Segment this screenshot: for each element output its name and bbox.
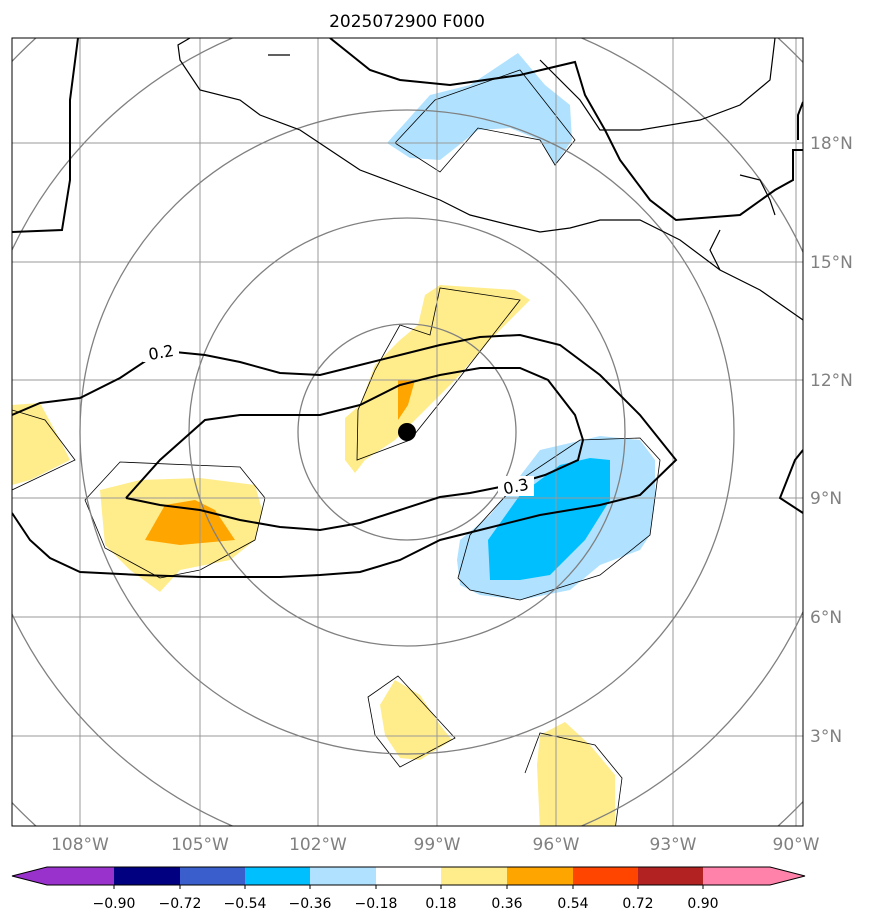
shade-light-blue-north [387, 53, 572, 165]
shade-yellow-edge [12, 403, 70, 485]
colorbar [11, 866, 806, 889]
lon-labels: 108°W 105°W 102°W 99°W 96°W 93°W 90°W [51, 835, 820, 855]
colorbar-segment [703, 867, 805, 885]
shade-yellow-south2 [537, 722, 615, 826]
colorbar-segment [12, 867, 114, 885]
lat-label: 3°N [810, 727, 842, 747]
lon-label: 105°W [171, 835, 229, 855]
colorbar-outline [11, 866, 806, 886]
lat-label: 6°N [810, 608, 842, 628]
colorbar-segment [310, 867, 376, 885]
colorbar-labels: −0.90 −0.72 −0.54 −0.36 −0.18 0.18 0.36 … [93, 896, 719, 912]
colorbar-label: −0.90 [93, 896, 136, 912]
map-title: 2025072900 F000 [329, 12, 485, 32]
colorbar-segment [114, 867, 180, 885]
map-frame [11, 37, 804, 827]
colorbar-segment [573, 867, 638, 885]
lon-label: 93°W [650, 835, 697, 855]
shade-orange-center [398, 380, 415, 420]
colorbar-label: 0.54 [557, 896, 588, 912]
borders [12, 38, 803, 514]
colorbar-label: 0.90 [687, 896, 718, 912]
storm-center-marker [398, 423, 416, 441]
shade-blue-se [488, 458, 610, 580]
contour-label-bg [498, 476, 534, 496]
colorbar-label: 0.72 [622, 896, 653, 912]
lat-label: 9°N [810, 489, 842, 509]
colorbar-segment [638, 867, 703, 885]
contour-0.2 [12, 333, 678, 578]
lat-labels: 18°N 15°N 12°N 9°N 6°N 3°N [810, 134, 853, 747]
shaded-field [12, 53, 655, 826]
colorbar-label: −0.36 [289, 896, 332, 912]
colorbar-label: 0.36 [491, 896, 522, 912]
lon-label: 99°W [414, 835, 461, 855]
lat-label: 18°N [810, 134, 853, 154]
colorbar-label: −0.18 [355, 896, 398, 912]
lon-label: 102°W [289, 835, 347, 855]
contour-label-bg [143, 340, 179, 362]
contour-label-0.3: 0.3 [501, 475, 530, 499]
contour-label-0.2: 0.2 [147, 341, 175, 364]
colorbar-segment [245, 867, 310, 885]
colorbar-segment [180, 867, 245, 885]
colorbar-segment [507, 867, 573, 885]
colorbar-segment [376, 867, 441, 885]
contour-0.3 [125, 367, 585, 532]
lat-label: 15°N [810, 253, 853, 273]
colorbar-label: −0.54 [224, 896, 267, 912]
colorbar-label: 0.18 [425, 896, 456, 912]
colorbar-segment [441, 867, 507, 885]
coastlines [177, 38, 803, 321]
lat-label: 12°N [810, 371, 853, 391]
lon-label: 96°W [533, 835, 580, 855]
thick-contours [12, 333, 678, 578]
lon-label: 108°W [51, 835, 109, 855]
shade-yellow-south [380, 680, 452, 760]
lon-label: 90°W [773, 835, 820, 855]
colorbar-label: −0.72 [159, 896, 202, 912]
thin-contours [12, 69, 661, 826]
gridlines [12, 38, 803, 826]
shade-orange-west [145, 500, 235, 545]
